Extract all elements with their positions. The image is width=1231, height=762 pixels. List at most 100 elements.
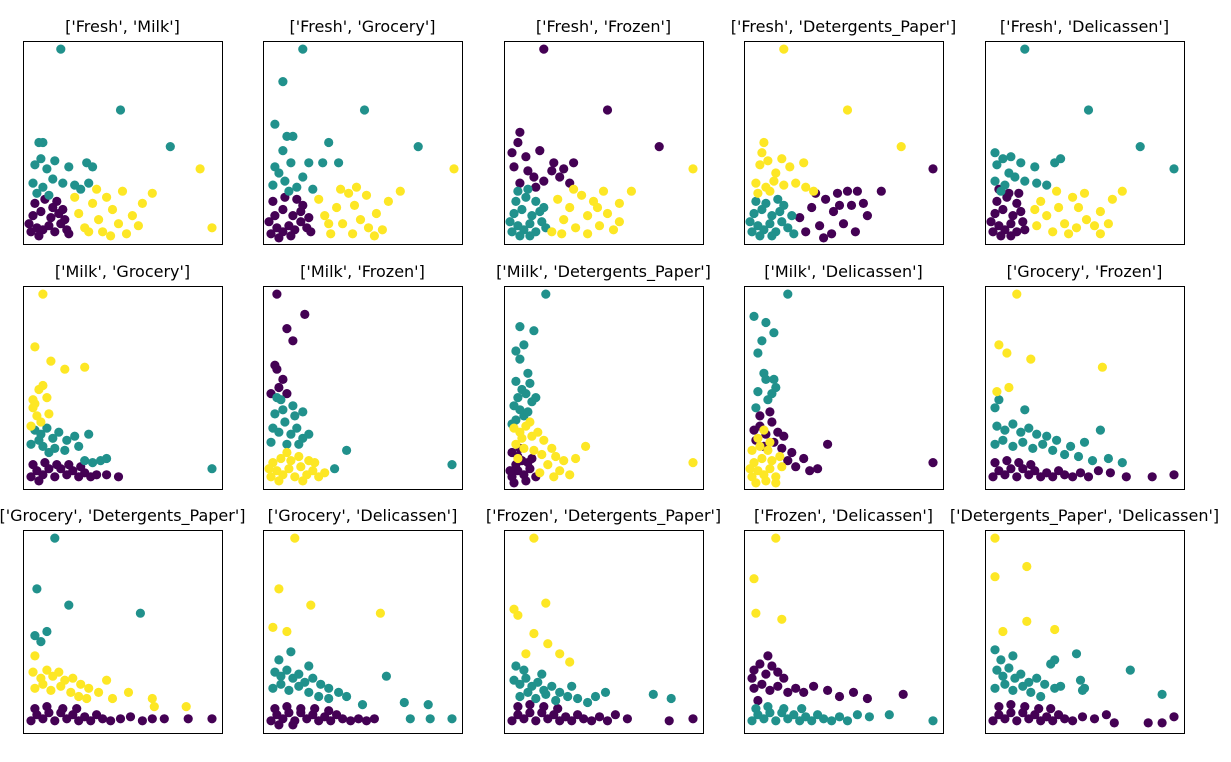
- scatter-point: [1083, 472, 1094, 482]
- scatter-point: [98, 714, 108, 724]
- scatter-point: [1117, 458, 1127, 468]
- scatter-point: [135, 608, 145, 618]
- scatter-point: [523, 368, 533, 378]
- scatter-point: [779, 704, 789, 714]
- scatter-point: [30, 631, 40, 641]
- cluster-0-points: [795, 164, 938, 243]
- scatter-point: [1016, 427, 1026, 437]
- scatter-point: [749, 574, 759, 584]
- scatter-point: [755, 411, 765, 421]
- scatter-point: [74, 691, 84, 702]
- scatter-point: [1073, 202, 1084, 213]
- scatter-point: [777, 462, 787, 472]
- scatter-point: [1008, 441, 1018, 451]
- scatter-point: [296, 217, 306, 227]
- plot-area: [263, 530, 463, 734]
- scatter-point: [767, 417, 777, 427]
- scatter-point: [413, 142, 423, 152]
- scatter-point: [529, 533, 539, 543]
- scatter-point: [1022, 561, 1032, 572]
- scatter-point: [511, 346, 521, 356]
- scatter-point: [280, 417, 290, 427]
- scatter-point: [76, 679, 86, 689]
- scatter-point: [1050, 655, 1060, 665]
- scatter-point: [288, 336, 298, 346]
- scatter-point: [990, 645, 1000, 655]
- scatter-point: [282, 626, 292, 637]
- scatter-point: [555, 649, 565, 659]
- scatter-point: [318, 158, 328, 168]
- scatter-point: [525, 219, 535, 229]
- cluster-1-points: [507, 289, 551, 429]
- scatter-point: [1046, 704, 1056, 714]
- scatter-point: [1012, 289, 1022, 299]
- scatter-point: [306, 227, 316, 237]
- scatter-point: [264, 217, 274, 227]
- scatter-point: [361, 190, 372, 200]
- scatter-point: [64, 229, 74, 239]
- scatter-point: [996, 655, 1006, 665]
- scatter-point: [928, 164, 938, 174]
- scatter-point: [92, 470, 102, 480]
- scatter-point: [298, 476, 308, 486]
- scatter-point: [515, 127, 525, 137]
- scatter-point: [529, 445, 539, 455]
- scatter-point: [990, 208, 1000, 219]
- scatter-point: [349, 200, 360, 210]
- scatter-point: [547, 166, 557, 176]
- scatter-point: [565, 202, 575, 213]
- scatter-point: [1097, 362, 1107, 372]
- scatter-point: [38, 679, 48, 689]
- scatter-point: [773, 667, 783, 677]
- scatter-point: [330, 464, 340, 474]
- scatter-point: [288, 720, 298, 730]
- scatter-point: [84, 178, 94, 188]
- scatter-point: [505, 217, 515, 227]
- cluster-0-points: [26, 702, 217, 726]
- scatter-point: [541, 689, 551, 700]
- cluster-0-points: [266, 702, 379, 730]
- scatter-point: [1169, 470, 1179, 480]
- scatter-point: [369, 714, 379, 724]
- scatter-point: [278, 405, 288, 415]
- scatter-point: [58, 204, 68, 215]
- cluster-1-points: [28, 44, 175, 200]
- scatter-point: [38, 137, 48, 148]
- scatter-point: [405, 714, 415, 724]
- scatter-point: [777, 154, 787, 164]
- scatter-point: [896, 142, 906, 152]
- scatter-point: [664, 716, 674, 726]
- scatter-point: [801, 182, 811, 192]
- scatter-point: [1026, 354, 1036, 364]
- scatter-point: [28, 178, 38, 188]
- scatter-point: [1079, 437, 1090, 447]
- scatter-point: [123, 687, 134, 698]
- scatter-point: [531, 393, 541, 403]
- scatter-point: [779, 180, 789, 190]
- scatter-point: [747, 445, 757, 455]
- scatter-point: [38, 182, 48, 192]
- scatter-point: [70, 431, 80, 441]
- scatter-point: [761, 476, 771, 486]
- scatter-point: [30, 704, 40, 714]
- scatter-point: [28, 403, 38, 413]
- scatter-point: [583, 697, 593, 708]
- scatter-point: [1006, 219, 1016, 229]
- scatter-point: [990, 148, 1000, 158]
- scatter-point: [1012, 716, 1022, 726]
- scatter-point: [573, 693, 583, 704]
- scatter-point: [1030, 162, 1040, 172]
- scatter-point: [1048, 472, 1058, 482]
- scatter-point: [276, 679, 286, 689]
- scatter-point: [996, 186, 1006, 196]
- scatter-point: [294, 681, 304, 691]
- scatter-point: [517, 433, 527, 443]
- scatter-point: [531, 196, 541, 206]
- scatter-point: [290, 472, 300, 482]
- scatter-point: [525, 378, 535, 388]
- scatter-point: [159, 714, 169, 724]
- scatter-point: [757, 453, 767, 464]
- scatter-point: [1004, 168, 1014, 178]
- scatter-point: [270, 409, 280, 419]
- scatter-point: [767, 661, 777, 671]
